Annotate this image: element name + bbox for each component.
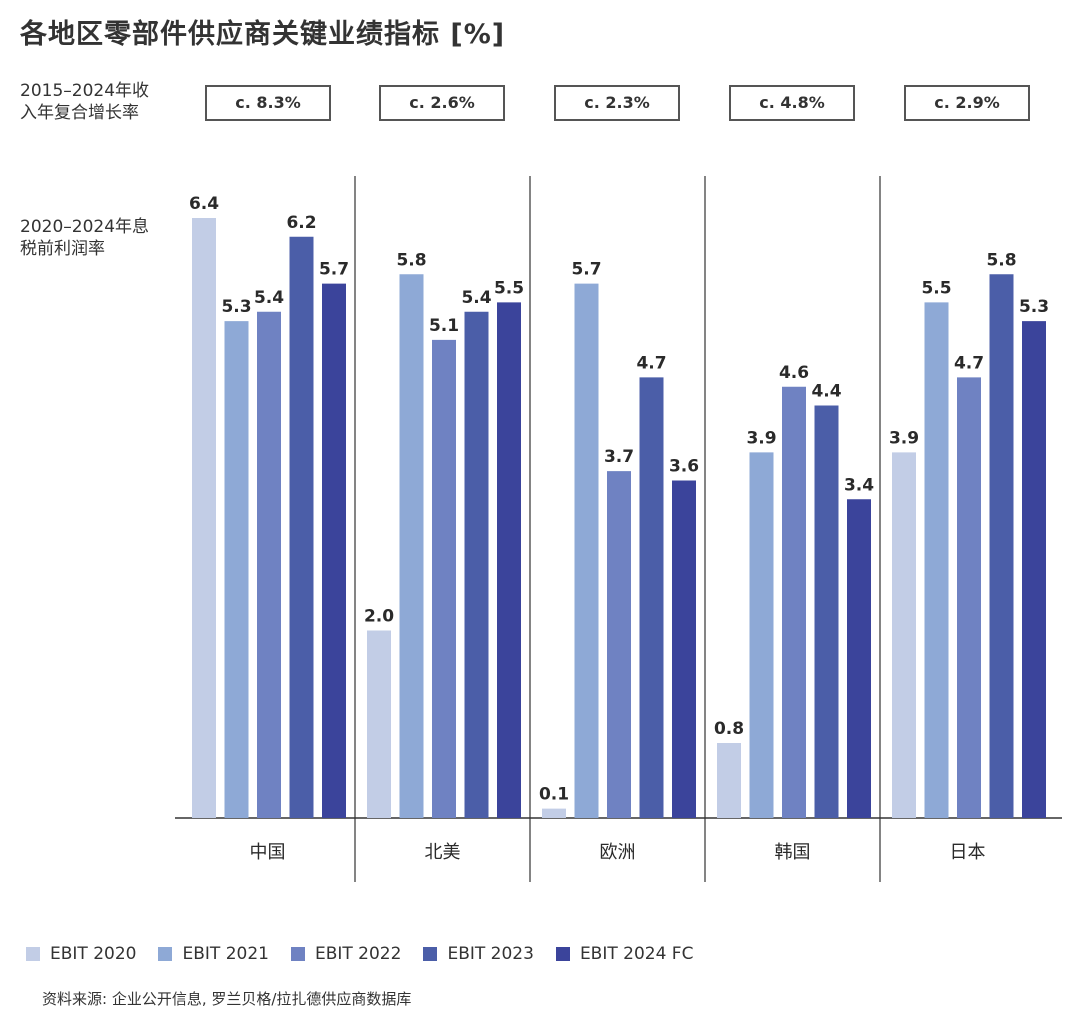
legend-item-ebit-2023: EBIT 2023 (423, 944, 534, 964)
data-label: 5.7 (319, 260, 349, 280)
cagr-box-china: c. 8.3% (205, 85, 331, 121)
data-label: 3.6 (669, 457, 699, 477)
data-label: 3.9 (889, 428, 919, 448)
data-label: 5.8 (986, 250, 1016, 270)
bar (464, 311, 489, 818)
data-label: 5.4 (461, 288, 491, 308)
cagr-label-line2: 入年复合增长率 (20, 103, 139, 123)
bar (192, 218, 216, 818)
legend-swatch (290, 947, 305, 961)
bar (672, 480, 696, 818)
legend-item-ebit-2022: EBIT 2022 (290, 944, 402, 964)
legend-swatch (158, 947, 173, 961)
ebit-label-line2: 税前利润率 (20, 239, 105, 259)
legend-item-ebit-2020: EBIT 2020 (26, 944, 136, 964)
bar (607, 471, 631, 818)
legend-label: EBIT 2024 FC (579, 944, 694, 964)
bar (497, 302, 521, 818)
bar (289, 236, 314, 818)
bar (892, 452, 916, 818)
bar (847, 499, 871, 818)
bar (749, 452, 774, 818)
legend-label: EBIT 2020 (50, 944, 137, 964)
cagr-box-europe: c. 2.3% (554, 85, 680, 121)
bar (957, 377, 981, 818)
data-label: 2.0 (364, 607, 394, 627)
data-label: 0.1 (539, 785, 569, 805)
data-label: 3.7 (604, 447, 634, 467)
bar (1022, 321, 1046, 818)
bar (367, 630, 391, 818)
bar (782, 386, 806, 818)
bar (432, 339, 456, 818)
category-label: 北美 (425, 842, 461, 863)
bar (814, 405, 839, 818)
bar (224, 321, 249, 818)
legend-item-ebit-2021: EBIT 2021 (158, 944, 269, 964)
data-label: 3.4 (844, 475, 874, 495)
data-label: 4.4 (811, 382, 841, 402)
data-label: 3.9 (746, 428, 776, 448)
data-label: 6.2 (286, 213, 316, 233)
bar (257, 311, 281, 818)
data-label: 4.7 (954, 353, 984, 373)
ebit-row-label: 2020–2024年息 税前利润率 (20, 216, 180, 260)
legend-swatch (423, 947, 438, 961)
cagr-row-label: 2015–2024年收 入年复合增长率 (20, 80, 180, 124)
category-label: 日本 (950, 842, 986, 863)
legend-label: EBIT 2023 (447, 944, 534, 964)
data-label: 5.7 (571, 260, 601, 280)
category-label: 欧洲 (600, 842, 636, 863)
category-label: 中国 (250, 842, 286, 863)
data-label: 6.4 (189, 194, 219, 214)
ebit-label-line1: 2020–2024年息 (20, 217, 150, 237)
data-label: 5.5 (494, 278, 524, 298)
cagr-label-line1: 2015–2024年收 (20, 81, 150, 101)
bar (639, 377, 664, 818)
legend-swatch (555, 947, 570, 961)
legend-label: EBIT 2022 (314, 944, 402, 964)
source-note: 资料来源: 企业公开信息, 罗兰贝格/拉扎德供应商数据库 (42, 990, 412, 1008)
legend-item-ebit-2024-fc: EBIT 2024 FC (555, 944, 694, 964)
bar (989, 274, 1014, 818)
bar (399, 274, 424, 818)
cagr-box-japan: c. 2.9% (904, 85, 1030, 121)
data-label: 0.8 (714, 719, 744, 739)
data-label: 5.8 (396, 250, 426, 270)
bar (717, 743, 741, 818)
bar (924, 302, 949, 818)
data-label: 4.6 (779, 363, 809, 383)
category-label: 韩国 (775, 842, 811, 863)
bar (322, 283, 346, 818)
legend-swatch (26, 947, 40, 961)
bar (574, 283, 599, 818)
data-label: 5.1 (429, 316, 459, 336)
legend: EBIT 2020 EBIT 2021 EBIT 2022 EBIT 2023 … (26, 944, 715, 964)
cagr-box-korea: c. 4.8% (729, 85, 855, 121)
data-label: 5.5 (921, 278, 951, 298)
data-label: 4.7 (636, 353, 666, 373)
cagr-box-north-america: c. 2.6% (379, 85, 505, 121)
data-label: 5.3 (221, 297, 251, 317)
bar (542, 808, 566, 818)
data-label: 5.3 (1019, 297, 1049, 317)
legend-label: EBIT 2021 (182, 944, 269, 964)
data-label: 5.4 (254, 288, 284, 308)
chart-title: 各地区零部件供应商关键业绩指标 [%] (20, 19, 506, 50)
